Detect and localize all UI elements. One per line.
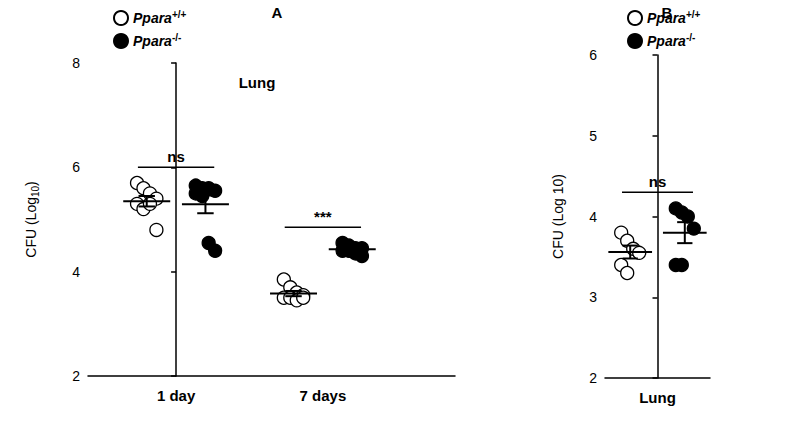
svg-text:-/-: -/- — [172, 32, 181, 43]
svg-text:Ppara: Ppara — [647, 33, 686, 49]
svg-text:): ) — [23, 181, 39, 186]
svg-text:2: 2 — [72, 368, 80, 384]
svg-text:6: 6 — [589, 47, 597, 63]
svg-text:ns: ns — [167, 148, 185, 165]
svg-text:CFU (Log 10): CFU (Log 10) — [550, 174, 566, 259]
svg-text:4: 4 — [589, 209, 597, 225]
svg-text:3: 3 — [589, 289, 597, 305]
svg-text:Ppara: Ppara — [647, 10, 686, 26]
svg-text:10: 10 — [30, 185, 41, 197]
svg-text:***: *** — [314, 208, 332, 225]
svg-text:CFU (Log: CFU (Log — [23, 197, 39, 258]
svg-text:Ppara: Ppara — [133, 33, 172, 49]
svg-text:7 days: 7 days — [300, 387, 347, 404]
svg-text:B: B — [662, 4, 673, 21]
svg-text:6: 6 — [72, 159, 80, 175]
svg-text:Lung: Lung — [639, 389, 676, 406]
svg-text:ns: ns — [649, 173, 667, 190]
svg-text:+/+: +/+ — [686, 9, 701, 20]
svg-text:Ppara: Ppara — [133, 10, 172, 26]
svg-text:4: 4 — [72, 264, 80, 280]
svg-text:1 day: 1 day — [157, 387, 196, 404]
svg-text:5: 5 — [589, 128, 597, 144]
svg-text:8: 8 — [72, 55, 80, 71]
svg-text:-/-: -/- — [686, 32, 695, 43]
svg-text:A: A — [272, 4, 283, 21]
svg-text:Lung: Lung — [239, 74, 276, 91]
svg-text:+/+: +/+ — [172, 9, 187, 20]
svg-text:2: 2 — [589, 370, 597, 386]
